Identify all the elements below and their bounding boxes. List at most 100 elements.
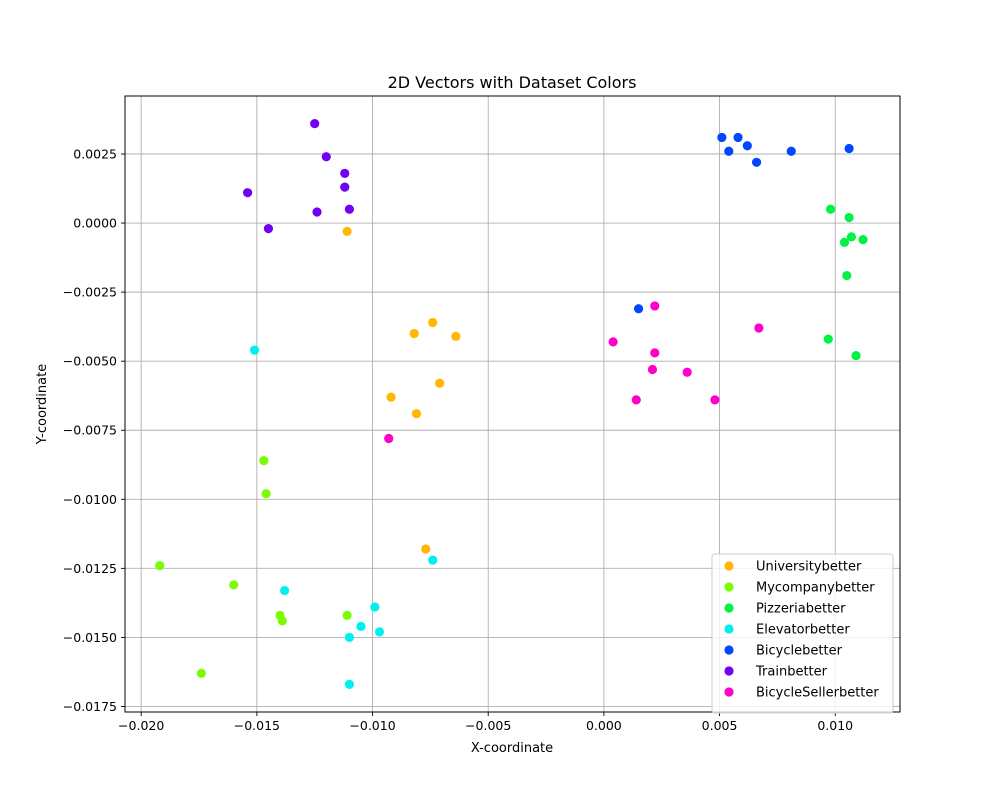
- data-point: [631, 395, 641, 405]
- data-point: [428, 555, 438, 565]
- legend-label: Elevatorbetter: [756, 623, 850, 638]
- legend-label: BicycleSellerbetter: [756, 686, 879, 701]
- data-point: [786, 146, 796, 156]
- data-point: [263, 223, 274, 234]
- legend-marker: [724, 645, 734, 655]
- legend-marker: [724, 603, 734, 613]
- x-axis: −0.020 −0.015 −0.010 −0.005 0.000 0.005 0.010: [118, 712, 853, 733]
- data-point: [342, 226, 352, 236]
- legend-marker: [724, 561, 734, 571]
- x-tick-label: −0.015: [234, 718, 280, 733]
- data-point: [428, 317, 438, 328]
- x-tick-label: −0.020: [118, 718, 164, 733]
- data-point: [724, 146, 734, 156]
- data-point: [717, 132, 727, 143]
- data-point: [280, 585, 290, 596]
- data-point: [340, 182, 350, 192]
- data-point: [608, 337, 618, 347]
- data-point: [340, 168, 350, 178]
- data-point: [411, 409, 422, 419]
- legend-label: Bicyclebetter: [756, 644, 843, 659]
- grid: [125, 96, 900, 712]
- data-point: [650, 348, 660, 358]
- data-point: [451, 331, 461, 341]
- data-point: [386, 392, 396, 402]
- x-tick-label: 0.010: [817, 718, 853, 733]
- y-axis-label: Y-coordinate: [35, 364, 50, 445]
- y-tick-label: 0.0000: [73, 216, 117, 231]
- data-point: [409, 328, 419, 339]
- legend: Universitybetter Mycompanybetter Pizzeriab…: [711, 553, 894, 714]
- legend-label: Pizzeriabetter: [756, 602, 846, 617]
- series-elevatorbetter: [249, 345, 438, 689]
- legend-label: Universitybetter: [756, 560, 862, 575]
- legend-marker: [724, 666, 734, 676]
- data-point: [844, 212, 854, 223]
- data-point: [384, 433, 394, 444]
- data-point: [733, 132, 743, 143]
- data-point: [839, 237, 850, 248]
- data-point: [754, 323, 764, 333]
- y-tick-label: −0.0075: [63, 423, 117, 438]
- data-point: [344, 204, 355, 214]
- data-point: [312, 207, 322, 217]
- x-axis-label: X-coordinate: [471, 741, 553, 756]
- legend-marker: [724, 582, 734, 592]
- series-pizzeriabetter: [823, 204, 868, 361]
- y-tick-label: −0.0150: [63, 630, 117, 645]
- data-point: [356, 621, 366, 631]
- y-tick-label: −0.0175: [63, 699, 117, 714]
- legend-label: Mycompanybetter: [756, 581, 875, 596]
- x-tick-label: 0.000: [586, 718, 622, 733]
- data-point: [277, 616, 287, 626]
- y-tick-label: −0.0100: [63, 492, 117, 507]
- data-point: [243, 188, 253, 198]
- x-tick-label: −0.005: [465, 718, 511, 733]
- series-mycompanybetter: [155, 456, 352, 678]
- data-point: [155, 560, 165, 571]
- data-point: [196, 668, 206, 678]
- data-point: [825, 204, 836, 214]
- data-point: [823, 334, 833, 344]
- data-point: [844, 143, 854, 154]
- data-point: [846, 232, 857, 242]
- data-point: [851, 351, 861, 361]
- data-point: [842, 270, 852, 281]
- data-points: [155, 119, 868, 689]
- legend-marker: [724, 624, 734, 634]
- x-tick-label: 0.005: [702, 718, 738, 733]
- data-point: [344, 632, 355, 643]
- legend-label: Trainbetter: [755, 665, 828, 680]
- series-bicyclesellerbetter: [384, 301, 764, 444]
- data-point: [858, 235, 868, 245]
- data-point: [647, 364, 658, 375]
- y-tick-label: −0.0125: [63, 561, 117, 576]
- data-point: [751, 157, 762, 167]
- data-point: [650, 301, 660, 311]
- plot-frame: [124, 95, 901, 713]
- data-point: [321, 152, 331, 162]
- data-point: [229, 580, 239, 590]
- series-universitybetter: [342, 226, 461, 554]
- data-point: [249, 345, 260, 355]
- y-axis: 0.0025 0.0000 −0.0025 −0.0050 −0.0075 −0.0100…: [63, 147, 125, 714]
- chart-title: 2D Vectors with Dataset Colors: [388, 73, 637, 92]
- data-point: [742, 141, 752, 151]
- data-point: [421, 544, 431, 554]
- data-point: [710, 395, 720, 405]
- series-trainbetter: [243, 119, 355, 234]
- data-point: [435, 378, 445, 388]
- data-point: [682, 367, 692, 377]
- y-tick-label: −0.0050: [63, 354, 117, 369]
- data-point: [342, 610, 352, 620]
- data-point: [261, 489, 271, 499]
- data-point: [370, 602, 380, 612]
- data-point: [259, 456, 269, 466]
- legend-marker: [724, 687, 734, 697]
- y-tick-label: −0.0025: [63, 285, 117, 300]
- x-tick-label: −0.010: [349, 718, 395, 733]
- data-point: [310, 119, 320, 129]
- data-point: [633, 304, 644, 314]
- data-point: [374, 627, 385, 637]
